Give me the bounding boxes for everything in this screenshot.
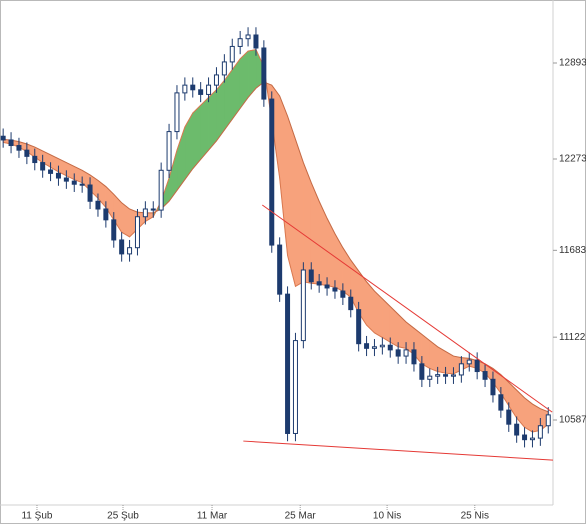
candle-body [300, 269, 306, 342]
candle-body [458, 363, 464, 376]
candle-body [506, 409, 512, 425]
candle-body [261, 47, 267, 100]
y-tick-label: 11683 [559, 245, 586, 256]
y-tick-label: 10587 [559, 415, 586, 426]
candle-body [111, 219, 117, 241]
candle-body [545, 414, 551, 427]
x-tick-label: 25 Nis [461, 511, 489, 522]
candle-body [71, 180, 77, 185]
candle-body [134, 216, 140, 249]
candle-body [277, 244, 283, 295]
candle-body [316, 281, 322, 286]
candle-body [198, 89, 204, 95]
candle-body [253, 34, 259, 49]
candle-body [348, 296, 354, 311]
candle-body [221, 61, 227, 76]
y-tick-label: 11122 [559, 332, 586, 343]
x-tick-label: 11 Şub [21, 511, 52, 522]
candle-body [340, 290, 346, 298]
x-tick-label: 10 Nis [373, 511, 401, 522]
candle-body [435, 374, 441, 377]
cloud [192, 104, 201, 170]
slow-line [3, 81, 549, 413]
candle-body [8, 139, 14, 147]
candle-body [87, 184, 93, 202]
x-tick-label: 25 Şub [107, 511, 139, 522]
candle-body [308, 269, 314, 283]
candle-body [95, 200, 101, 210]
candle-body [529, 437, 535, 441]
candle-body [190, 84, 196, 91]
candle-body [166, 131, 172, 171]
candle-body [292, 340, 298, 434]
candle-body [182, 84, 188, 94]
candle-body [237, 38, 243, 47]
candle-body [379, 344, 385, 348]
candle-body [466, 359, 472, 365]
candle-body [332, 287, 338, 292]
candle-body [55, 172, 61, 179]
candle-body [206, 84, 212, 95]
y-tick-label: 12273 [559, 154, 586, 165]
candle-body [63, 177, 69, 182]
candle-body [364, 343, 370, 349]
candle-body [537, 425, 543, 439]
candle-body [403, 349, 409, 357]
candle-body [490, 378, 496, 396]
candle-body [229, 45, 235, 63]
candle-body [174, 92, 180, 133]
candle-body [16, 145, 22, 151]
candle-body [427, 375, 433, 380]
candle-body [514, 423, 520, 436]
candle-body [522, 434, 528, 441]
candle-body [474, 359, 480, 373]
candle-body [79, 183, 85, 186]
cloud [208, 89, 217, 151]
candle-body [103, 208, 109, 221]
candle-body [395, 349, 401, 357]
candle-body [213, 74, 219, 86]
trendline [261, 204, 553, 413]
candle-body [150, 208, 156, 211]
trendline [243, 440, 554, 461]
candle-body [48, 169, 54, 174]
x-tick-label: 25 Mar [285, 511, 317, 522]
candle-body [324, 284, 330, 289]
candle-body [419, 363, 425, 380]
candle-body [245, 34, 251, 40]
x-tick-label: 11 Mar [197, 511, 228, 522]
candle-body [443, 374, 449, 377]
candle-body [158, 169, 164, 211]
candle-body [498, 394, 504, 411]
candle-body [142, 208, 148, 218]
candle-body [411, 349, 417, 365]
candle-body [32, 155, 38, 164]
candle-body [482, 371, 488, 380]
candle-body [450, 374, 456, 377]
y-tick-label: 12893 [559, 58, 586, 69]
candle-body [24, 149, 30, 157]
candle-body [269, 98, 275, 246]
candle-body [387, 344, 393, 351]
candle-body [40, 162, 46, 171]
candle-body [127, 247, 133, 255]
fast-line [3, 48, 549, 433]
cloud [295, 139, 304, 287]
cloud [200, 96, 209, 161]
candle-body [371, 346, 377, 349]
candle-body [0, 135, 6, 141]
candle-body [285, 293, 291, 434]
candle-body [119, 239, 125, 255]
candle-body [356, 309, 362, 345]
